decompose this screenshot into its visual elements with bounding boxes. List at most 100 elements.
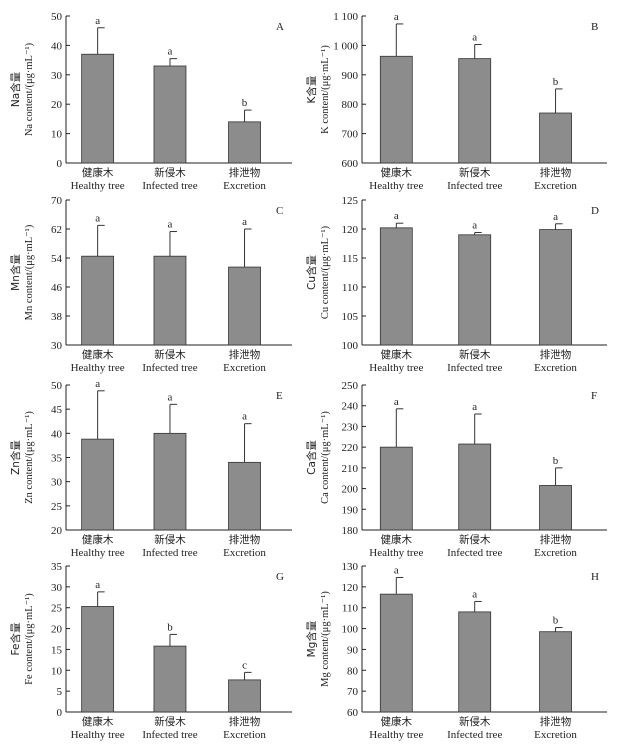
- significance-label: a: [472, 588, 477, 600]
- y-tick-label: 50: [51, 380, 63, 392]
- y-tick-label: 210: [342, 463, 359, 475]
- significance-label: b: [553, 615, 559, 627]
- y-tick-label: 110: [342, 603, 359, 615]
- x-tick-label-cn: 新侵木: [154, 533, 186, 546]
- x-tick-label-en: Excretion: [534, 729, 577, 741]
- y-tick-label: 1 100: [333, 11, 358, 23]
- panel-letter: E: [276, 390, 283, 402]
- bar: [228, 266, 261, 346]
- x-tick-label-cn: 健康木: [82, 533, 114, 546]
- y-tick-label: 180: [342, 525, 359, 537]
- significance-label: a: [168, 391, 173, 403]
- x-tick-label-en: Excretion: [534, 362, 577, 374]
- y-tick-label: 40: [51, 428, 63, 440]
- bar: [153, 645, 187, 713]
- x-tick-label-en: Infected tree: [447, 180, 502, 192]
- y-tick-label: 1 000: [333, 40, 358, 52]
- bar: [153, 255, 187, 346]
- panel-letter: D: [591, 205, 599, 217]
- y-tick-label: 40: [51, 40, 63, 52]
- bar: [81, 438, 115, 531]
- significance-label: a: [95, 378, 100, 390]
- y-axis-label-cn: Zn含量: [9, 440, 22, 475]
- y-tick-label: 110: [342, 282, 359, 294]
- x-tick-label-cn: 排泄物: [229, 533, 261, 546]
- y-tick-label: 600: [342, 158, 359, 170]
- x-tick-label-cn: 健康木: [381, 533, 413, 546]
- significance-label: a: [242, 216, 247, 228]
- x-tick-label-cn: 新侵木: [459, 166, 491, 179]
- y-tick-label: 30: [51, 477, 63, 489]
- bar: [228, 679, 261, 713]
- x-tick-label-en: Infected tree: [142, 729, 197, 741]
- bar: [379, 446, 413, 531]
- bar: [379, 55, 413, 164]
- significance-label: c: [242, 659, 247, 671]
- y-tick-label: 25: [51, 603, 63, 615]
- x-tick-label-cn: 新侵木: [459, 715, 491, 728]
- y-axis-label-en: Ca content/(μg·mL⁻¹): [320, 411, 331, 504]
- y-axis-label-cn: K含量: [305, 75, 318, 103]
- y-tick-label: 20: [51, 624, 63, 636]
- y-tick-label: 220: [342, 442, 359, 454]
- bar: [379, 227, 413, 346]
- y-tick-label: 90: [347, 644, 359, 656]
- x-tick-label-cn: 健康木: [82, 348, 114, 361]
- bar: [81, 606, 115, 713]
- y-tick-label: 250: [342, 380, 359, 392]
- y-axis-label-en: Zn content/(μg·mL⁻¹): [24, 411, 35, 504]
- x-tick-label-en: Healthy tree: [71, 729, 125, 741]
- y-tick-label: 70: [347, 686, 359, 698]
- y-axis-label-en: Mn content/(μg·mL⁻¹): [24, 224, 35, 320]
- x-tick-label-cn: 健康木: [381, 166, 413, 179]
- significance-label: a: [394, 210, 399, 222]
- bar: [539, 631, 572, 713]
- bar: [153, 432, 187, 531]
- bar: [458, 611, 492, 713]
- y-axis-label-cn: Mn含量: [9, 254, 22, 291]
- y-tick-label: 35: [51, 453, 63, 465]
- y-tick-label: 30: [51, 70, 63, 82]
- y-axis-label-en: Na content/(μg·mL⁻¹): [24, 42, 35, 136]
- y-axis-label-en: Cu content/(μg·mL⁻¹): [320, 225, 331, 319]
- y-tick-label: 900: [342, 70, 359, 82]
- significance-label: a: [168, 46, 173, 58]
- y-tick-label: 15: [51, 644, 63, 656]
- y-tick-label: 700: [342, 129, 359, 141]
- x-tick-label-en: Infected tree: [447, 362, 502, 374]
- y-tick-label: 130: [342, 561, 359, 573]
- x-tick-label-en: Infected tree: [142, 547, 197, 559]
- x-tick-label-cn: 新侵木: [154, 166, 186, 179]
- y-tick-label: 100: [342, 340, 359, 352]
- y-tick-label: 30: [51, 340, 63, 352]
- y-axis-label-cn: Cu含量: [305, 255, 318, 290]
- y-tick-label: 46: [51, 282, 63, 294]
- x-tick-label-en: Healthy tree: [71, 547, 125, 559]
- x-tick-label-cn: 新侵木: [154, 348, 186, 361]
- significance-label: b: [242, 97, 248, 109]
- x-tick-label-cn: 排泄物: [540, 166, 572, 179]
- significance-label: a: [95, 579, 100, 591]
- y-tick-label: 45: [51, 404, 63, 416]
- x-tick-label-cn: 新侵木: [154, 715, 186, 728]
- significance-label: a: [394, 11, 399, 23]
- x-tick-label-en: Excretion: [223, 362, 266, 374]
- x-tick-label-cn: 健康木: [381, 715, 413, 728]
- bar: [81, 255, 115, 346]
- significance-label: a: [472, 219, 477, 231]
- y-tick-label: 120: [342, 582, 359, 594]
- significance-label: a: [394, 564, 399, 576]
- panel-letter: F: [591, 390, 597, 402]
- y-axis-label-en: Mg content/(μg·mL⁻¹): [320, 591, 331, 687]
- panel-letter: B: [591, 21, 598, 33]
- bar: [458, 58, 492, 164]
- y-tick-label: 10: [51, 665, 63, 677]
- y-axis-label-cn: Ca含量: [305, 440, 318, 475]
- y-tick-label: 10: [51, 129, 63, 141]
- x-tick-label-cn: 新侵木: [459, 533, 491, 546]
- bar: [539, 485, 572, 531]
